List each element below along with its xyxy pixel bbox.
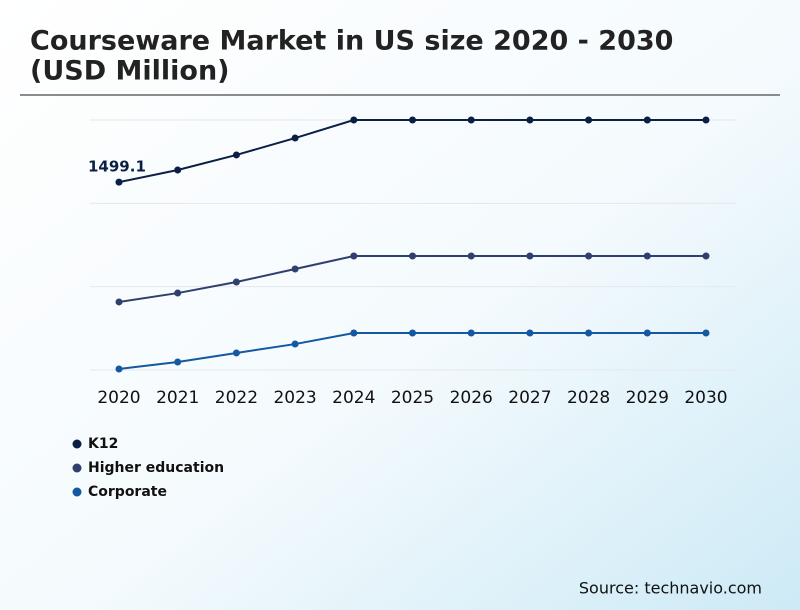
- data-point: [643, 252, 651, 260]
- data-point: [291, 340, 299, 348]
- data-point: [702, 252, 710, 260]
- data-point: [643, 329, 651, 337]
- data-point: [115, 178, 123, 186]
- data-point: [526, 329, 534, 337]
- data-label: 1499.1: [88, 158, 146, 176]
- data-point: [115, 365, 123, 373]
- data-point: [585, 116, 593, 124]
- data-point: [174, 166, 182, 174]
- x-tick-label: 2027: [508, 388, 551, 408]
- x-tick-label: 2030: [684, 388, 727, 408]
- data-point: [702, 329, 710, 337]
- x-tick-label: 2021: [156, 388, 199, 408]
- data-point: [232, 349, 240, 357]
- data-point: [232, 151, 240, 159]
- chart-title: Courseware Market in US size 2020 - 2030: [30, 26, 673, 57]
- legend-label: Corporate: [88, 484, 167, 500]
- x-tick-label: 2026: [450, 388, 493, 408]
- data-point: [409, 329, 416, 337]
- legend-marker: [72, 463, 82, 473]
- legend-marker: [72, 487, 82, 497]
- data-point: [291, 265, 299, 273]
- data-point: [350, 252, 358, 260]
- data-point: [115, 298, 123, 306]
- chart-subtitle: (USD Million): [30, 56, 230, 87]
- data-point: [174, 289, 182, 297]
- data-point: [291, 134, 299, 142]
- data-point: [702, 116, 710, 124]
- x-tick-label: 2029: [626, 388, 669, 408]
- data-point: [350, 116, 358, 124]
- legend-label: Higher education: [88, 460, 224, 476]
- x-tick-label: 2028: [567, 388, 610, 408]
- data-point: [585, 329, 593, 337]
- data-point: [350, 329, 358, 337]
- data-point: [643, 116, 651, 124]
- source: Source: technavio.com: [579, 579, 762, 598]
- legend-marker: [72, 439, 82, 449]
- legend-label: K12: [88, 436, 118, 452]
- data-point: [526, 252, 534, 260]
- data-point: [409, 252, 416, 260]
- data-point: [467, 329, 475, 337]
- data-point: [526, 116, 534, 124]
- data-point: [467, 252, 475, 260]
- data-point: [467, 116, 475, 124]
- x-tick-label: 2023: [273, 388, 316, 408]
- x-tick-label: 2024: [332, 388, 375, 408]
- data-point: [409, 116, 416, 124]
- x-tick-label: 2022: [215, 388, 258, 408]
- data-point: [232, 278, 240, 286]
- data-point: [174, 358, 182, 366]
- x-tick-label: 2025: [391, 388, 434, 408]
- data-point: [585, 252, 593, 260]
- x-tick-label: 2020: [97, 388, 140, 408]
